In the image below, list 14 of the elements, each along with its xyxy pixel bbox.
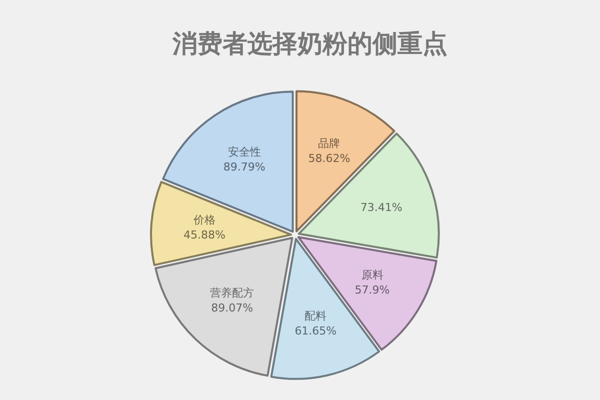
slice-label: 营养配方 <box>210 286 254 300</box>
slice-label: 配料 <box>304 309 327 322</box>
data-label: 58.62% <box>308 152 350 165</box>
data-label: 61.65% <box>294 324 337 338</box>
data-label: 45.88% <box>184 228 226 242</box>
data-label: 89.07% <box>211 302 254 315</box>
data-label: 57.9% <box>354 284 390 297</box>
slice-label: 安全性 <box>228 146 261 159</box>
data-label: 73.41% <box>360 201 402 214</box>
title: 消费者选择奶粉的侧重点 <box>172 29 448 58</box>
slice-label: 品牌 <box>318 136 340 150</box>
slice-label: 原料 <box>361 268 384 282</box>
data-label: 89.79% <box>223 160 266 174</box>
slice-label: 价格 <box>192 213 216 226</box>
